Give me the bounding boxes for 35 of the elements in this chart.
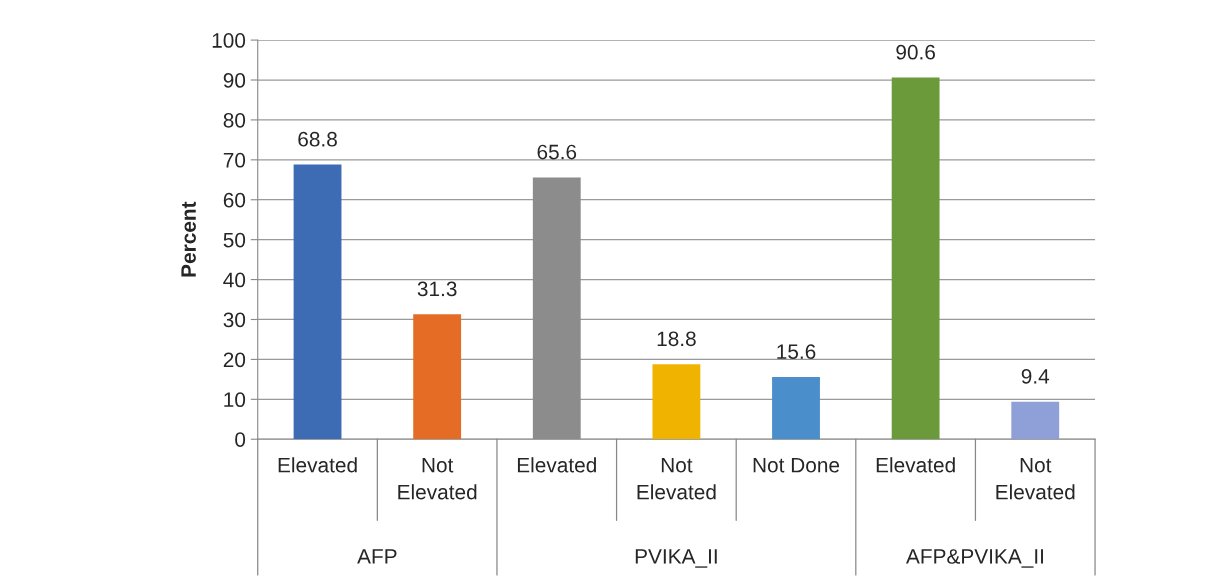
text: AFP&PVIKA_II: [906, 549, 1043, 568]
text: PVIKA_II: [635, 549, 717, 568]
x-tick-label: Not Elevated: [996, 457, 1075, 500]
bar: [293, 164, 342, 440]
bar: [652, 364, 701, 440]
y-tick-label: 0: [235, 432, 246, 447]
data-label: 31.3: [417, 281, 457, 297]
y-tick-label: 50: [223, 232, 246, 248]
text: AFP: [357, 549, 397, 564]
y-tick-label: 30: [223, 312, 246, 328]
x-tick-label: Not Elevated: [398, 457, 477, 500]
y-tick-label: 100: [212, 33, 246, 48]
y-tick-label: 10: [224, 392, 246, 408]
data-label: 65.6: [537, 144, 577, 160]
bar: [891, 77, 940, 440]
bar: [772, 376, 820, 440]
y-tick-label: 70: [223, 152, 246, 168]
x-tick-label: Elevated: [278, 457, 357, 473]
bar: [413, 314, 462, 440]
bar: [1011, 401, 1060, 440]
x-tick-label: Elevated: [517, 457, 596, 473]
y-tick-label: 20: [223, 352, 246, 368]
x-tick-label: Elevated: [876, 457, 955, 473]
data-label: 90.6: [896, 44, 935, 60]
data-label: 9.4: [1021, 368, 1050, 384]
data-label: 68.8: [298, 131, 337, 147]
y-tick-label: 60: [223, 192, 246, 208]
x-tick-label: Not Elevated: [637, 457, 716, 500]
x-tick-label: Not Done: [753, 457, 840, 473]
y-tick-label: 90: [223, 73, 246, 88]
data-label: 15.6: [777, 344, 816, 359]
data-label: 18.8: [657, 331, 696, 347]
y-tick-label: 80: [223, 112, 246, 128]
y-axis-title: Percent: [181, 201, 196, 277]
y-tick-label: 40: [223, 272, 246, 288]
